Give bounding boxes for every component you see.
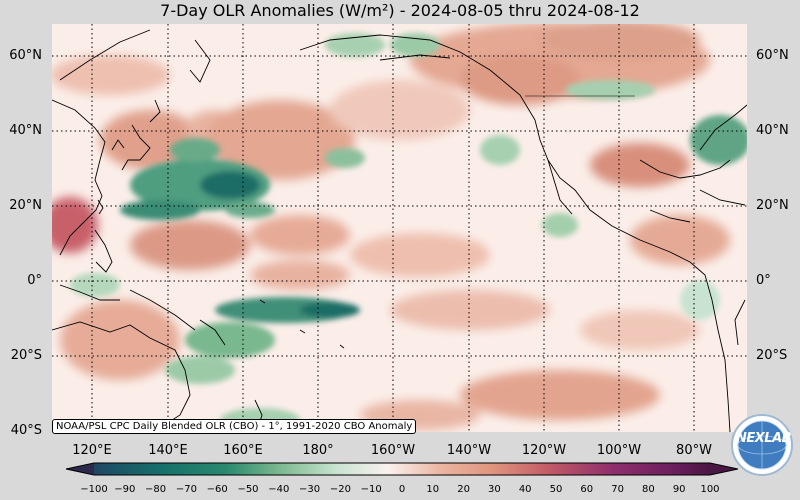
colorbar-tick-label: 90	[672, 484, 686, 495]
colorbar-tick-label: 60	[580, 484, 594, 495]
lat-label-20s-left: 20°S	[10, 348, 42, 363]
coastlines	[52, 29, 747, 432]
colorbar-tick-label: 30	[488, 484, 501, 495]
colorbar-tick-label: −70	[175, 484, 197, 495]
logo-text: NEXLAB	[736, 431, 792, 446]
colorbar-tick-label: −20	[329, 484, 351, 495]
colorbar-tick-label: 0	[398, 484, 406, 495]
colorbar-tick-label: 20	[457, 484, 470, 495]
anomaly-field	[52, 24, 747, 432]
colorbar-tick-label: 50	[549, 484, 563, 495]
lat-label-20n-right: 20°N	[756, 198, 789, 213]
lon-label-80w: 80°W	[676, 443, 712, 458]
colorbar-tick-label: −90	[114, 484, 136, 495]
lat-label-40s-left: 40°S	[10, 423, 42, 438]
lat-label-20s-right: 20°S	[756, 348, 788, 363]
colorbar-tick-label: 80	[642, 484, 655, 495]
lat-label-40n-left: 40°N	[9, 123, 42, 138]
lon-label-180: 180°	[302, 443, 334, 458]
nexlab-logo	[731, 414, 793, 476]
colorbar-tick-label: 10	[426, 484, 440, 495]
lat-label-60n-left: 60°N	[9, 48, 42, 63]
lon-label-160w: 160°W	[370, 443, 416, 458]
colorbar-tick-label: −100	[80, 484, 108, 495]
colorbar	[65, 462, 739, 476]
data-credit: NOAA/PSL CPC Daily Blended OLR (CBO) - 1…	[52, 419, 417, 434]
colorbar-tick-label: −50	[237, 484, 259, 495]
lon-label-140e: 140°E	[148, 443, 188, 458]
lat-label-0-right: 0°	[756, 273, 771, 288]
lon-label-140w: 140°W	[446, 443, 492, 458]
graticule	[52, 24, 747, 432]
colorbar-tick-label: −60	[206, 484, 228, 495]
map-title: 7-Day OLR Anomalies (W/m²) - 2024-08-05 …	[160, 1, 640, 20]
lat-label-0-left: 0°	[27, 273, 42, 288]
colorbar-tick-label: 40	[518, 484, 532, 495]
colorbar-tick-label: −10	[360, 484, 382, 495]
lon-label-160e: 160°E	[223, 443, 263, 458]
lat-label-40n-right: 40°N	[756, 123, 789, 138]
colorbar-tick-label: −30	[299, 484, 321, 495]
negative-anomalies	[70, 33, 747, 432]
lat-label-60n-right: 60°N	[756, 48, 789, 63]
colorbar-tick-label: −80	[145, 484, 167, 495]
lon-label-120e: 120°E	[72, 443, 112, 458]
positive-anomalies	[52, 24, 730, 430]
lat-label-20n-left: 20°N	[9, 198, 42, 213]
lon-label-120w: 120°W	[521, 443, 567, 458]
colorbar-tick-label: −40	[268, 484, 290, 495]
lon-label-100w: 100°W	[596, 443, 642, 458]
colorbar-tick-label: 70	[611, 484, 624, 495]
colorbar-tick-label: 100	[700, 484, 720, 495]
